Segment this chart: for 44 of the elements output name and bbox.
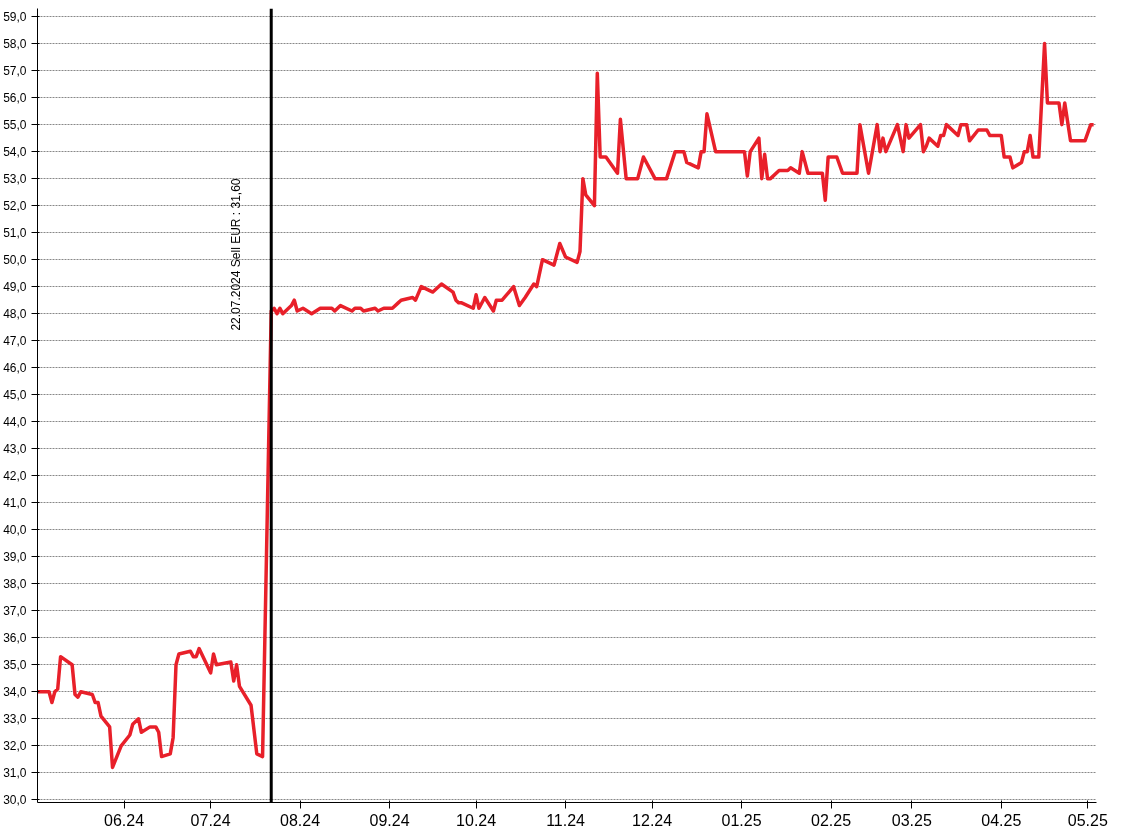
- x-tick-label: 08.24: [280, 811, 321, 829]
- y-tick-label: 48,0: [3, 307, 27, 322]
- y-tick-label: 56,0: [3, 91, 27, 106]
- y-tick-label: 33,0: [3, 712, 27, 727]
- y-tick-label: 32,0: [3, 739, 27, 754]
- y-tick-label: 35,0: [3, 658, 27, 673]
- y-tick-label: 43,0: [3, 442, 27, 457]
- line-series: [37, 41, 1096, 770]
- y-tick-label: 51,0: [3, 226, 27, 241]
- y-tick-label: 52,0: [3, 199, 27, 214]
- y-tick-label: 58,0: [3, 37, 27, 52]
- y-tick-label: 54,0: [3, 145, 27, 160]
- x-tick-label: 07.24: [190, 811, 231, 829]
- y-tick-label: 31,0: [3, 766, 27, 781]
- y-tick-label: 41,0: [3, 496, 27, 511]
- y-tick-label: 37,0: [3, 604, 27, 619]
- x-tick-label: 02.25: [811, 811, 852, 829]
- y-tick-label: 30,0: [3, 793, 27, 808]
- x-tick-label: 05.25: [1067, 811, 1108, 829]
- y-tick-label: 38,0: [3, 577, 27, 592]
- y-tick-label: 34,0: [3, 685, 27, 700]
- x-tick-label: 12.24: [632, 811, 673, 829]
- y-tick-label: 42,0: [3, 469, 27, 484]
- y-tick-label: 45,0: [3, 388, 27, 403]
- y-tick-label: 39,0: [3, 550, 27, 565]
- x-tick-label: 09.24: [369, 811, 410, 829]
- ref-line-label: 22.07.2024 Sell EUR : 31,60: [229, 178, 244, 331]
- y-tick-label: 46,0: [3, 361, 27, 376]
- x-tick-label: 01.25: [721, 811, 762, 829]
- x-tick-label: 10.24: [456, 811, 497, 829]
- x-tick-label: 06.24: [104, 811, 145, 829]
- y-tick-label: 59,0: [3, 10, 27, 25]
- y-tick-label: 44,0: [3, 415, 27, 430]
- y-tick-label: 57,0: [3, 64, 27, 79]
- y-tick-label: 50,0: [3, 253, 27, 268]
- y-tick-label: 40,0: [3, 523, 27, 538]
- y-tick-label: 47,0: [3, 334, 27, 349]
- y-tick-label: 53,0: [3, 172, 27, 187]
- y-tick-label: 36,0: [3, 631, 27, 646]
- x-tick-label: 04.25: [981, 811, 1022, 829]
- x-tick-label: 03.25: [891, 811, 932, 829]
- y-tick-label: 55,0: [3, 118, 27, 133]
- x-tick-label: 11.24: [546, 811, 586, 829]
- y-tick-label: 49,0: [3, 280, 27, 295]
